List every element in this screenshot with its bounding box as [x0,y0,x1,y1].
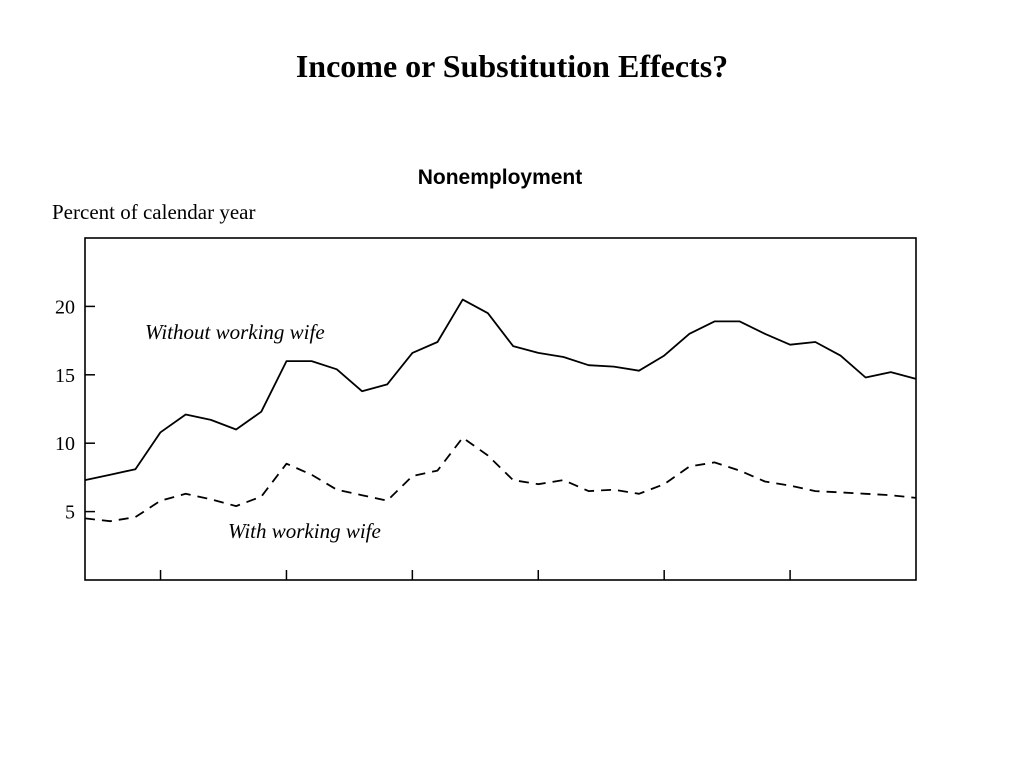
y-tick-label-15: 15 [55,365,75,387]
series-label-with-working-wife: With working wife [228,519,381,543]
y-tick-label-10: 10 [55,433,75,455]
chart-title: Nonemployment [417,166,583,189]
series-line-without-working-wife [84,298,917,481]
series-lines [84,298,917,523]
x-axis-ticks [159,570,791,580]
y-tick-label-20: 20 [55,296,75,318]
series-label-without-working-wife: Without working wife [145,320,325,344]
y-tick-label-5: 5 [65,502,75,524]
plot-frame [84,237,917,581]
y-axis-ticks: 5 10 15 20 [55,296,95,524]
series-line-with-working-wife [84,436,917,523]
y-axis-label: Percent of calendar year [52,200,256,224]
slide-title: Income or Substitution Effects? [295,48,729,84]
